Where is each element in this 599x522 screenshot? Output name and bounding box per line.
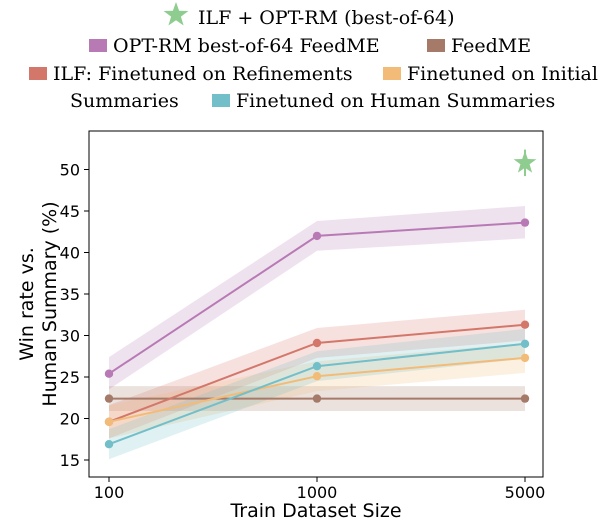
legend-label-ilf: ILF: Finetuned on Refinements	[53, 63, 353, 85]
y-tick-label-35: 35	[60, 285, 80, 304]
data-point-opt-rm-1000	[312, 231, 322, 241]
legend-item-initial: Finetuned on Initial Summaries	[70, 63, 598, 112]
data-point-opt-rm-5000	[520, 218, 530, 227]
legend-star-marker	[163, 2, 189, 26]
legend-item-feedme: FeedME	[427, 35, 531, 57]
legend-swatch-initial	[383, 67, 401, 80]
legend-swatch-feedme	[427, 39, 445, 52]
y-tick-label-15: 15	[60, 451, 80, 470]
data-point-human-1000	[312, 362, 322, 371]
x-axis-title: Train Dataset Size	[229, 500, 401, 522]
data-point-initial-1000	[312, 372, 322, 381]
data-point-initial-5000	[520, 353, 530, 363]
data-point-ilf-5000	[520, 320, 530, 329]
legend-label-human: Finetuned on Human Summaries	[236, 90, 555, 112]
plot-area	[104, 149, 537, 460]
x-axis-ticks: 100 1000 5000	[94, 477, 546, 502]
data-point-feedme-1000	[312, 394, 322, 403]
legend-item-ilf: ILF: Finetuned on Refinements	[29, 63, 353, 85]
legend-label-feedme: FeedME	[451, 35, 531, 57]
legend-swatch-opt-rm	[89, 39, 107, 52]
confidence-band-human	[109, 328, 525, 460]
data-point-human-100	[104, 440, 114, 449]
y-tick-label-50: 50	[60, 161, 80, 180]
legend-swatch-human	[212, 94, 230, 107]
legend-item-human: Finetuned on Human Summaries	[212, 90, 555, 112]
data-point-human-5000	[520, 339, 530, 348]
legend-label-highlight: ILF + OPT-RM (best-of-64)	[198, 7, 455, 29]
y-tick-label-30: 30	[60, 327, 80, 346]
x-tick-label-100: 100	[94, 483, 125, 502]
y-tick-label-45: 45	[60, 202, 80, 221]
highlight-star-marker	[513, 150, 537, 173]
legend-label-opt-rm: OPT-RM best-of-64 FeedME	[113, 35, 380, 57]
y-axis-title-line1: Win rate vs.	[16, 247, 38, 361]
x-tick-label-5000: 5000	[505, 483, 546, 502]
legend-swatch-ilf	[29, 67, 47, 80]
y-axis-ticks: 15 20 25 30 35 40 45 50	[60, 161, 89, 470]
legend: ILF + OPT-RM (best-of-64) OPT-RM best-of…	[29, 2, 598, 112]
data-point-feedme-5000	[520, 394, 530, 403]
data-point-initial-100	[104, 417, 114, 426]
legend-label-initial-line2: Summaries	[70, 90, 179, 112]
legend-item-opt-rm: OPT-RM best-of-64 FeedME	[89, 35, 380, 57]
data-point-ilf-1000	[312, 338, 322, 348]
y-tick-label-25: 25	[60, 368, 80, 387]
data-point-feedme-100	[104, 394, 114, 403]
legend-label-initial-line1: Finetuned on Initial	[407, 63, 598, 85]
confidence-band-ilf	[109, 309, 525, 439]
y-tick-label-20: 20	[60, 410, 80, 429]
legend-item-highlight: ILF + OPT-RM (best-of-64)	[163, 2, 455, 29]
x-tick-label-1000: 1000	[297, 483, 338, 502]
y-tick-label-40: 40	[60, 244, 80, 263]
axes-frame	[88, 130, 544, 478]
data-point-opt-rm-100	[104, 369, 114, 378]
y-axis-title-line2: Human Summary (%)	[39, 201, 61, 406]
